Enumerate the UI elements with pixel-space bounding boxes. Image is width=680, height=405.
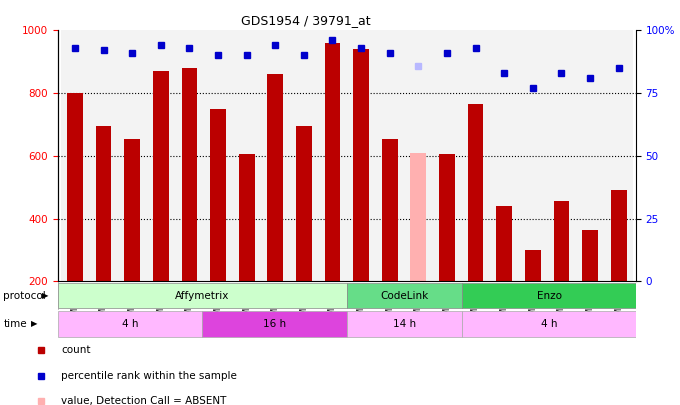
Bar xyxy=(582,230,598,281)
Bar xyxy=(547,30,576,281)
Bar xyxy=(182,68,197,281)
Bar xyxy=(496,206,512,281)
Bar xyxy=(261,30,290,281)
Bar xyxy=(290,30,318,281)
Bar xyxy=(404,30,432,281)
Text: time: time xyxy=(3,319,27,329)
Bar xyxy=(490,30,518,281)
Bar xyxy=(58,283,347,309)
Bar xyxy=(382,139,398,281)
Text: Enzo: Enzo xyxy=(537,291,562,301)
Bar xyxy=(324,43,341,281)
Bar xyxy=(611,190,626,281)
Bar xyxy=(347,311,462,337)
Text: value, Detection Call = ABSENT: value, Detection Call = ABSENT xyxy=(61,396,226,405)
Bar xyxy=(462,311,636,337)
Bar xyxy=(518,30,547,281)
Bar xyxy=(411,153,426,281)
Bar xyxy=(375,30,404,281)
Bar xyxy=(175,30,204,281)
Bar xyxy=(61,30,89,281)
Bar xyxy=(432,30,461,281)
Text: protocol: protocol xyxy=(3,291,46,301)
Text: ▶: ▶ xyxy=(42,291,49,300)
Text: 4 h: 4 h xyxy=(122,319,138,329)
Bar xyxy=(118,30,146,281)
Text: 16 h: 16 h xyxy=(263,319,286,329)
Text: CodeLink: CodeLink xyxy=(381,291,428,301)
Bar xyxy=(153,71,169,281)
Text: ▶: ▶ xyxy=(31,320,37,328)
Bar xyxy=(146,30,175,281)
Bar xyxy=(96,126,112,281)
Bar xyxy=(233,30,261,281)
Bar xyxy=(554,201,569,281)
Bar xyxy=(204,30,233,281)
Text: 14 h: 14 h xyxy=(393,319,416,329)
Bar xyxy=(468,104,483,281)
Text: count: count xyxy=(61,345,90,355)
Bar xyxy=(267,75,283,281)
Bar xyxy=(347,30,375,281)
Text: percentile rank within the sample: percentile rank within the sample xyxy=(61,371,237,381)
Bar xyxy=(124,139,140,281)
Text: Affymetrix: Affymetrix xyxy=(175,291,229,301)
Bar xyxy=(210,109,226,281)
Bar xyxy=(67,93,83,281)
Bar xyxy=(576,30,605,281)
Bar xyxy=(58,311,203,337)
Bar xyxy=(462,283,636,309)
Bar xyxy=(439,154,455,281)
Bar xyxy=(89,30,118,281)
Bar xyxy=(525,250,541,281)
Bar xyxy=(239,154,254,281)
Bar xyxy=(203,311,347,337)
Bar xyxy=(318,30,347,281)
Bar xyxy=(347,283,462,309)
Text: 4 h: 4 h xyxy=(541,319,558,329)
Bar xyxy=(353,49,369,281)
Bar xyxy=(461,30,490,281)
Bar xyxy=(605,30,633,281)
Text: GDS1954 / 39791_at: GDS1954 / 39791_at xyxy=(241,14,371,27)
Bar xyxy=(296,126,311,281)
